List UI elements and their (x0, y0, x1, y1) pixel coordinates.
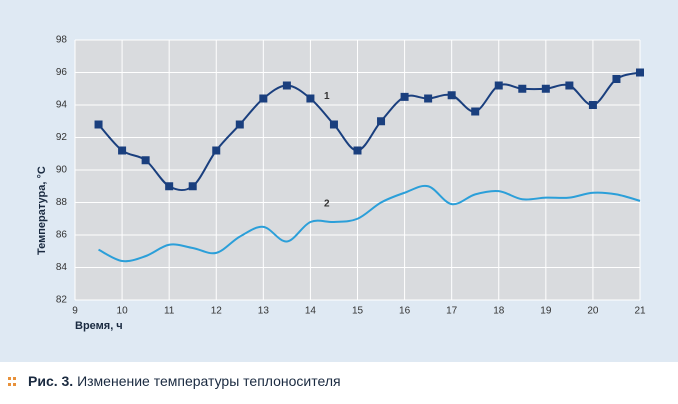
point-marker (141, 156, 150, 165)
point-marker (565, 81, 574, 90)
x-tick-label: 16 (399, 306, 411, 317)
point-marker (94, 120, 103, 129)
y-tick-label: 98 (56, 35, 68, 46)
point-marker (471, 107, 480, 116)
point-marker (329, 120, 338, 129)
point-marker (541, 84, 550, 93)
point-marker (588, 101, 597, 109)
x-tick-label: 10 (117, 306, 129, 317)
x-tick-label: 20 (587, 306, 599, 317)
caption: Рис. 3. Изменение температуры теплоносит… (28, 373, 341, 389)
caption-label: Рис. 3. (28, 373, 73, 389)
y-tick-label: 96 (56, 67, 68, 78)
y-tick-label: 90 (56, 165, 68, 176)
y-tick-label: 92 (56, 132, 68, 143)
point-marker (165, 182, 174, 191)
caption-text: Изменение температуры теплоносителя (77, 373, 340, 389)
x-tick-label: 11 (164, 306, 175, 317)
series-label: 1 (324, 91, 330, 102)
point-marker (424, 94, 433, 103)
point-marker (353, 146, 362, 155)
x-tick-label: 17 (446, 306, 458, 317)
x-tick-label: 21 (634, 306, 646, 317)
point-marker (235, 120, 244, 129)
point-marker (212, 146, 221, 155)
x-tick-label: 9 (72, 306, 78, 317)
x-tick-label: 19 (540, 306, 552, 317)
point-marker (282, 81, 291, 90)
y-tick-label: 82 (56, 295, 68, 306)
point-marker (377, 117, 386, 126)
y-axis-label: Температура, °С (36, 166, 48, 255)
y-tick-label: 88 (56, 197, 68, 208)
point-marker (118, 146, 127, 155)
y-tick-label: 84 (56, 262, 68, 273)
x-tick-label: 15 (352, 306, 364, 317)
point-marker (636, 68, 644, 77)
x-tick-label: 13 (258, 306, 270, 317)
point-marker (518, 84, 527, 93)
point-marker (259, 94, 268, 103)
x-tick-label: 18 (493, 306, 505, 317)
x-axis-label: Время, ч (75, 320, 123, 332)
point-marker (447, 91, 456, 100)
point-marker (612, 75, 621, 83)
y-tick-label: 86 (56, 230, 68, 241)
series-label: 2 (324, 199, 330, 210)
point-marker (400, 92, 409, 101)
x-tick-label: 12 (211, 306, 223, 317)
caption-icon (8, 377, 16, 386)
point-marker (306, 94, 315, 103)
x-tick-label: 14 (305, 306, 317, 317)
point-marker (494, 81, 503, 90)
series-line (98, 184, 641, 263)
point-marker (188, 182, 197, 191)
y-tick-label: 94 (56, 100, 68, 111)
